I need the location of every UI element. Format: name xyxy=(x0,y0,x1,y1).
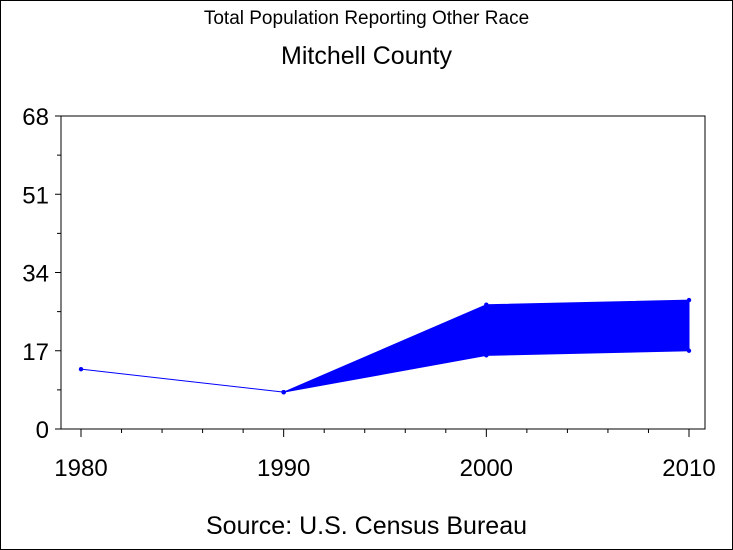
y-tick-label: 68 xyxy=(22,104,49,131)
x-tick-label: 2000 xyxy=(460,455,513,482)
data-point-lower xyxy=(281,389,286,395)
y-tick-label: 0 xyxy=(36,417,49,444)
x-tick-label: 1980 xyxy=(54,455,107,482)
chart-subtitle: Mitchell County xyxy=(281,42,452,70)
data-point-upper xyxy=(484,302,489,307)
chart-source-note: Source: U.S. Census Bureau xyxy=(206,512,527,540)
x-tick-label: 1990 xyxy=(257,455,310,482)
series-line xyxy=(80,368,284,393)
data-point xyxy=(78,366,84,372)
x-tick-label: 2010 xyxy=(662,455,715,482)
y-tick-label: 34 xyxy=(22,261,49,288)
y-tick-label: 51 xyxy=(22,182,49,209)
plot-area xyxy=(60,115,706,430)
y-tick-label: 17 xyxy=(22,339,49,366)
data-point-lower xyxy=(686,348,692,353)
data-point-upper xyxy=(686,297,692,303)
data-point-lower xyxy=(484,353,489,358)
chart-title: Total Population Reporting Other Race xyxy=(203,8,530,29)
series-band-area xyxy=(283,299,690,393)
